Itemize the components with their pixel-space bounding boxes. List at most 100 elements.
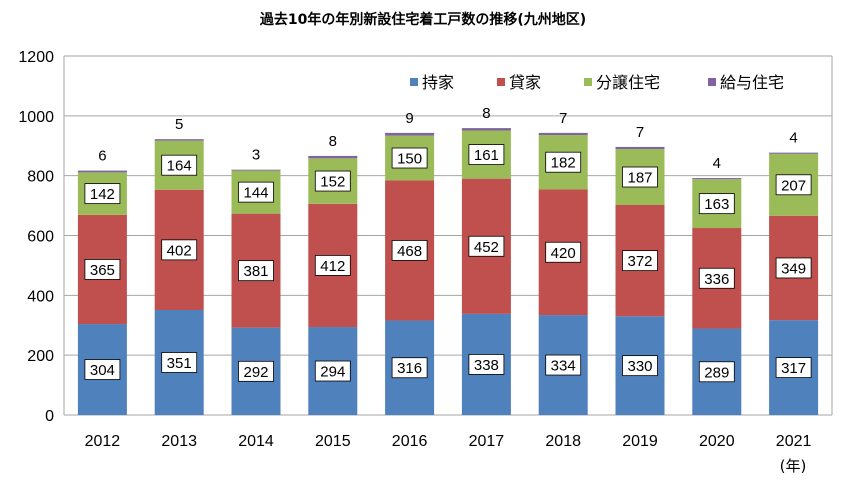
bar-stack-2013: 351 402 164 5: [154, 116, 204, 415]
x-tick-label: 2015: [315, 433, 351, 450]
data-label: 292: [243, 364, 268, 381]
data-label: 402: [167, 242, 192, 259]
data-label-box: [622, 166, 658, 188]
data-label-box: [391, 147, 428, 169]
data-label: 349: [781, 260, 806, 277]
bar-stack-2018: 334 420 182 7: [538, 110, 588, 415]
data-label: 182: [551, 155, 576, 172]
data-label-box: [391, 240, 428, 261]
data-label: 365: [90, 262, 115, 279]
bar-stack-2014: 292 381 144 3: [231, 147, 281, 415]
data-label-box: [545, 151, 582, 173]
data-label: 5: [175, 116, 183, 133]
x-tick-label: 2017: [469, 433, 505, 450]
data-label: 164: [167, 158, 192, 175]
legend: 持家 貸家 分譲住宅 給与住宅: [410, 73, 784, 92]
data-label: 8: [482, 105, 490, 122]
data-label-box: [238, 181, 274, 203]
data-label: 207: [781, 177, 806, 194]
data-label-box: [238, 260, 274, 282]
bar-stack-2020: 289 336 163 4: [692, 155, 742, 415]
bar-stack-2017: 338 452 161 8: [461, 105, 511, 415]
data-label: 144: [243, 185, 268, 202]
data-label-box: [161, 154, 198, 176]
legend-swatch: [497, 78, 505, 86]
data-label: 187: [627, 170, 652, 187]
bar-segment: [769, 152, 819, 154]
x-tick-label: 2018: [545, 433, 581, 450]
bar-segment: [154, 139, 204, 141]
x-tick-label: 2021: [776, 433, 812, 450]
data-label: 420: [551, 245, 576, 262]
bar-segment: [231, 169, 281, 171]
data-label-box: [468, 235, 505, 257]
data-label: 468: [397, 243, 422, 260]
data-label: 330: [627, 358, 652, 375]
x-tick-label: 2013: [161, 433, 197, 450]
data-label: 351: [167, 355, 192, 372]
bar-stack-2015: 294 412 152 8: [308, 133, 358, 415]
bar-stack-2021: 317 349 207 4: [769, 130, 819, 415]
bar-stack-2016: 316 468 150 9: [385, 110, 435, 415]
x-tick-label: 2016: [392, 433, 428, 450]
data-label: 163: [704, 196, 729, 213]
x-tick-label: 2012: [85, 433, 121, 450]
legend-label: 貸家: [509, 73, 541, 92]
data-label: 372: [627, 253, 652, 270]
data-label: 3: [252, 147, 260, 164]
data-label-box: [698, 193, 735, 215]
bar-segment: [308, 155, 358, 159]
x-axis-unit-label: (年): [780, 457, 807, 475]
data-label-box: [391, 357, 428, 379]
data-label-box: [468, 144, 505, 165]
data-label-box: [84, 183, 121, 205]
data-label-box: [84, 259, 121, 280]
bar-segment: [692, 178, 742, 180]
data-label-box: [314, 360, 351, 382]
data-label: 6: [98, 148, 106, 165]
data-label: 152: [320, 174, 345, 191]
data-label-box: [161, 352, 198, 373]
bar-stack-2012: 304 365 142 6: [77, 148, 127, 415]
data-label-box: [238, 360, 274, 382]
data-label: 304: [90, 362, 115, 379]
data-label-box: [161, 239, 198, 261]
y-tick-label: 200: [27, 348, 54, 365]
bars: 304 365 142 6 351 402 164 5 292 381 144 3 294 412 152 8…: [77, 105, 819, 415]
y-axis: 0 200 400 600 800 1000 1200: [18, 49, 833, 425]
bar-segment: [385, 132, 435, 136]
y-tick-label: 400: [27, 288, 54, 305]
data-label: 452: [474, 239, 499, 256]
data-label-box: [545, 241, 582, 263]
data-label: 317: [781, 360, 806, 377]
data-label: 9: [405, 110, 413, 127]
y-tick-label: 1000: [18, 109, 54, 126]
legend-swatch: [410, 78, 418, 86]
data-label: 7: [559, 110, 567, 127]
data-label: 289: [704, 364, 729, 381]
y-tick-label: 0: [45, 408, 54, 425]
data-label-box: [84, 359, 121, 380]
data-label: 4: [713, 155, 721, 172]
bar-segment: [77, 170, 127, 173]
data-label: 8: [329, 133, 337, 150]
legend-label: 給与住宅: [720, 73, 784, 92]
data-label-box: [545, 354, 582, 376]
data-label-box: [622, 250, 658, 272]
data-label-box: [314, 170, 351, 192]
x-tick-label: 2014: [238, 433, 274, 450]
data-label-box: [698, 361, 735, 383]
data-label-box: [775, 174, 812, 196]
x-axis: 2012 2013 2014 2015 2016 2017 2018 2019 2020 2021: [85, 433, 812, 450]
data-label: 7: [636, 124, 644, 141]
data-label: 294: [320, 364, 345, 381]
y-tick-label: 1200: [18, 49, 54, 66]
data-label: 316: [397, 360, 422, 377]
data-label: 142: [90, 186, 115, 203]
bar-segment: [615, 146, 665, 150]
legend-label: 持家: [422, 73, 454, 92]
legend-swatch: [584, 78, 592, 86]
data-label: 381: [243, 263, 268, 280]
